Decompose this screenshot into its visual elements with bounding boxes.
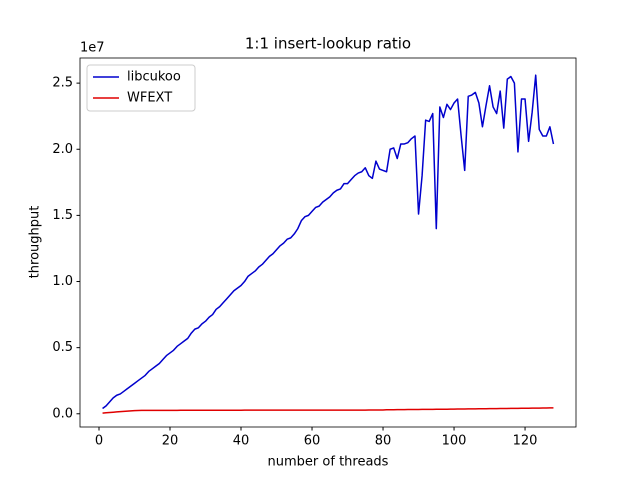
x-tick-label: 40: [233, 434, 250, 449]
x-tick-label: 0: [95, 434, 103, 449]
data-line: [102, 74, 555, 410]
x-tick-label: 100: [442, 434, 467, 449]
legend-label: libcukoo: [127, 70, 181, 85]
x-tick-label: 60: [304, 434, 321, 449]
y-tick-label: 2.5: [52, 76, 73, 91]
axes-frame: [79, 57, 577, 428]
data-line: [102, 407, 554, 414]
y-tick-label: 1.0: [52, 274, 73, 289]
x-axis-label: number of threads: [268, 455, 389, 470]
y-offset-label: 1e7: [80, 41, 105, 56]
legend-label: WFEXT: [127, 91, 172, 106]
chart-title: 1:1 insert-lookup ratio: [245, 35, 411, 53]
y-tick-label: 0.0: [52, 406, 73, 421]
y-tick-label: 2.0: [52, 142, 73, 157]
x-tick-label: 20: [162, 434, 179, 449]
y-tick-label: 0.5: [52, 340, 73, 355]
y-axis-label: throughput: [28, 206, 43, 279]
x-tick-label: 120: [513, 434, 538, 449]
x-tick-label: 80: [375, 434, 392, 449]
y-tick-label: 1.5: [52, 208, 73, 223]
